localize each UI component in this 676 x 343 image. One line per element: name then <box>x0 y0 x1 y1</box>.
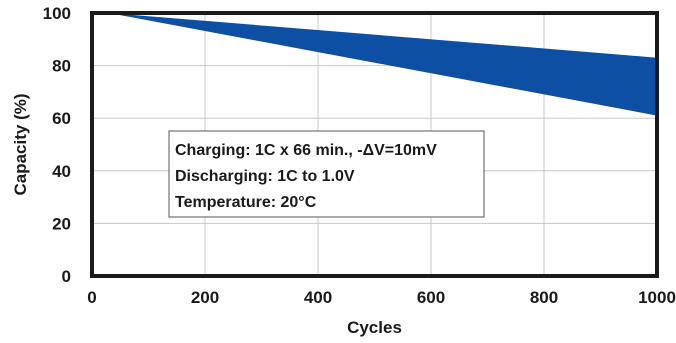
x-tick-label: 400 <box>304 288 332 307</box>
y-tick-labels: 0 20 40 60 80 100 <box>43 4 71 286</box>
plot-frame <box>90 11 659 278</box>
conditions-box-border <box>168 130 485 218</box>
y-tick-label: 40 <box>52 162 71 181</box>
x-tick-label: 800 <box>530 288 558 307</box>
x-tick-labels: 0 200 400 600 800 1000 <box>87 288 676 307</box>
capacity-band <box>108 13 657 116</box>
charging-condition: Charging: 1C x 66 min., -ΔV=10mV <box>175 142 437 159</box>
y-tick-label: 100 <box>43 4 71 23</box>
x-tick-label: 600 <box>417 288 445 307</box>
y-tick-label: 0 <box>62 267 71 286</box>
temperature-condition: Temperature: 20°C <box>175 194 317 211</box>
y-tick-label: 20 <box>52 214 71 233</box>
x-axis-title: Cycles <box>347 318 402 337</box>
y-tick-label: 80 <box>52 57 71 76</box>
x-tick-label: 0 <box>87 288 96 307</box>
y-axis-title: Capacity (%) <box>11 93 30 195</box>
x-tick-label: 1000 <box>638 288 676 307</box>
y-tick-label: 60 <box>52 109 71 128</box>
conditions-box: Charging: 1C x 66 min., -ΔV=10mV Dischar… <box>168 130 485 218</box>
x-tick-label: 200 <box>191 288 219 307</box>
discharging-condition: Discharging: 1C to 1.0V <box>175 168 355 185</box>
